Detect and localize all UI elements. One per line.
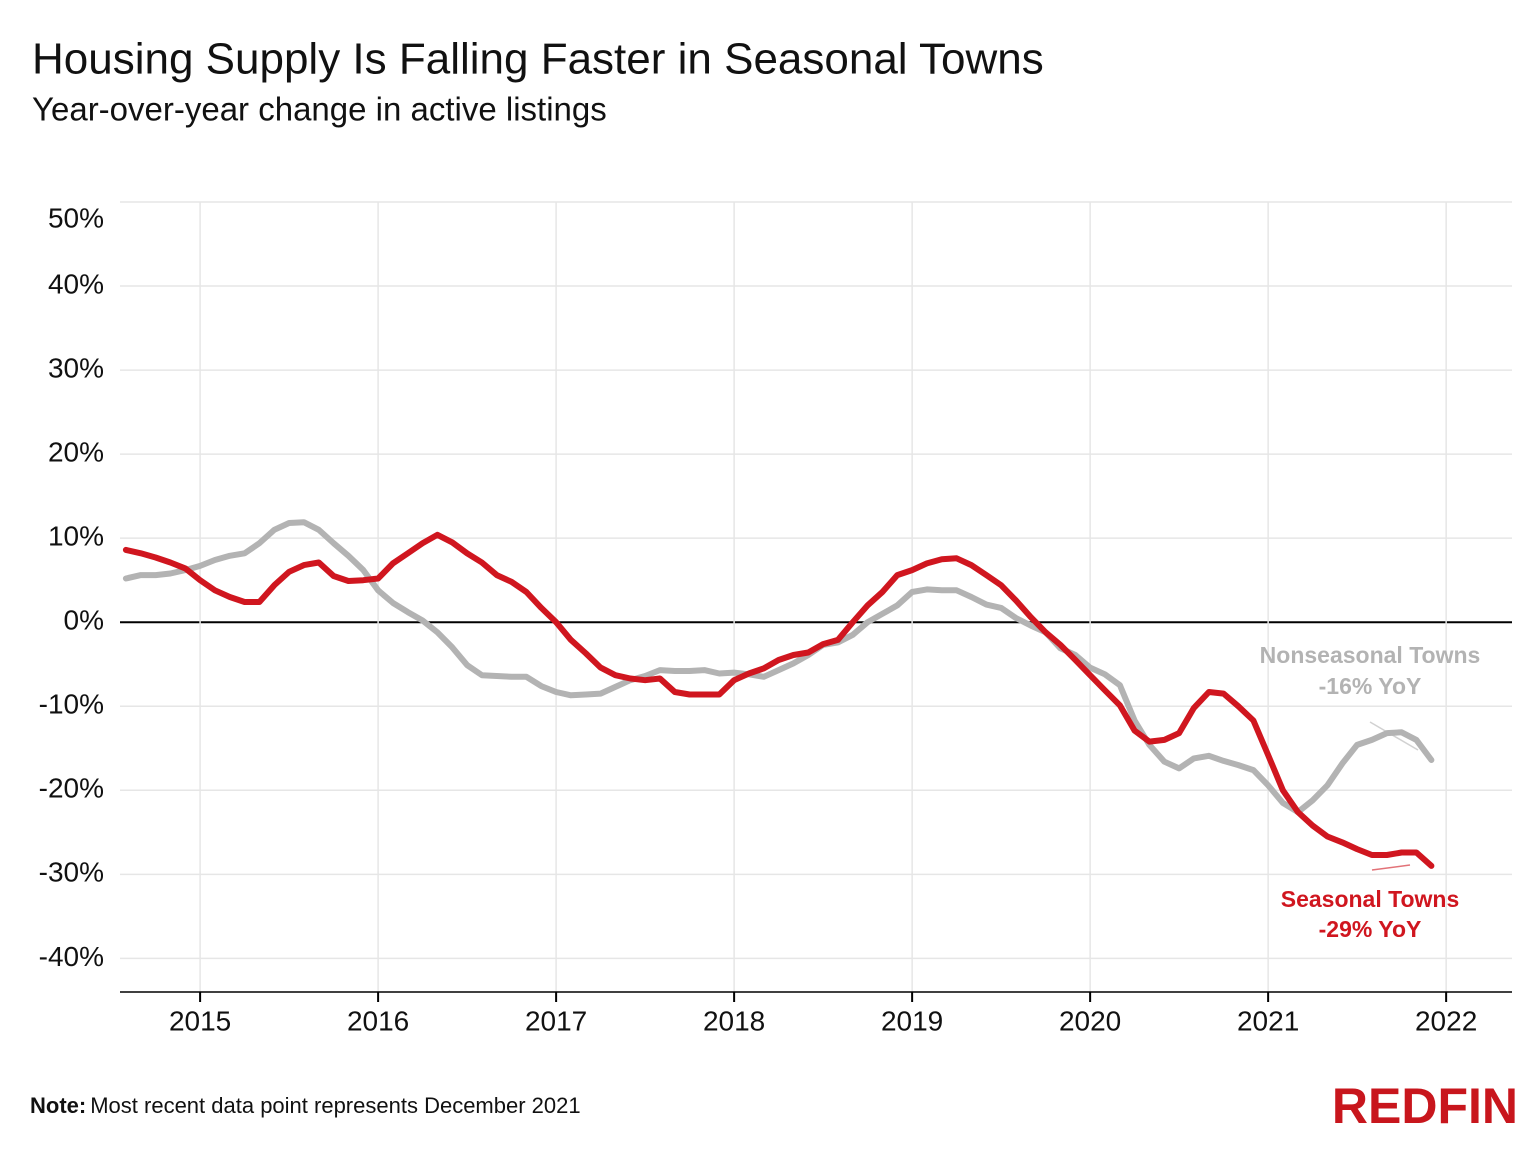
logo: REDFIN [1332,1078,1518,1134]
end-value-label: -16% YoY [1319,673,1422,699]
y-tick-label: -20% [39,773,104,804]
y-tick-label: 20% [48,437,104,468]
note: Note: Most recent data point represents D… [30,1093,581,1118]
chart-title: Housing Supply Is Falling Faster in Seas… [32,35,1044,84]
note-label: Note: [30,1093,86,1118]
x-tick-label: 2022 [1415,1005,1477,1036]
x-tick-label: 2015 [169,1005,231,1036]
y-tick-label: 40% [48,268,104,299]
y-tick-label: -30% [39,857,104,888]
y-tick-label: -40% [39,941,104,972]
y-tick-label: 10% [48,521,104,552]
leader-line [1371,864,1411,871]
x-tick-label: 2019 [881,1005,943,1036]
series-label: Nonseasonal Towns [1260,642,1481,668]
end-value-label: -29% YoY [1319,916,1422,942]
line-series [122,519,1435,816]
x-tick-label: 2018 [703,1005,765,1036]
y-tick-label: 0% [64,605,104,636]
y-tick-label: 30% [48,352,104,383]
series-label: Seasonal Towns [1281,886,1460,912]
line-series [122,531,1435,869]
note-text: Most recent data point represents Decemb… [90,1093,580,1118]
y-tick-label: -10% [39,689,104,720]
chart-subtitle: Year-over-year change in active listings [32,91,607,128]
y-tick-label: 50% [48,202,104,233]
x-tick-label: 2020 [1059,1005,1121,1036]
x-tick-label: 2021 [1237,1005,1299,1036]
x-tick-label: 2016 [347,1005,409,1036]
leader-line [1369,721,1419,751]
x-tick-label: 2017 [525,1005,587,1036]
